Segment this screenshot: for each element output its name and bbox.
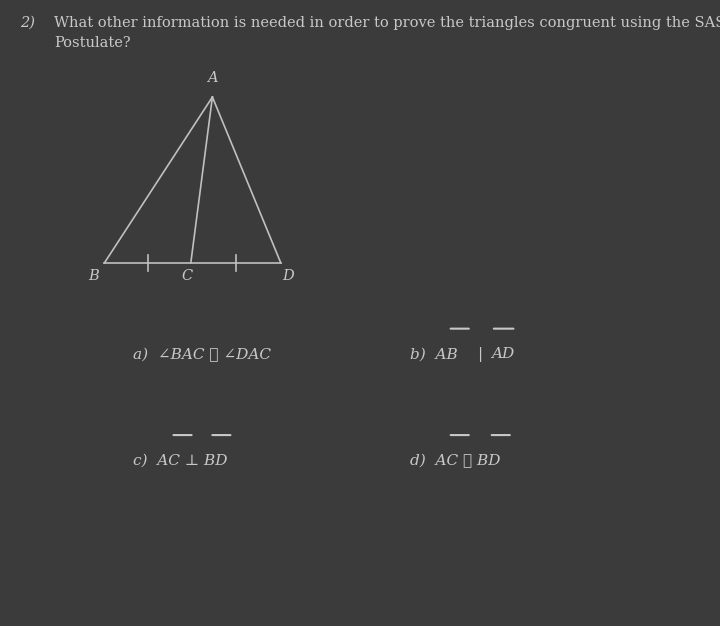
- Text: What other information is needed in order to prove the triangles congruent using: What other information is needed in orde…: [54, 16, 720, 29]
- Text: a)  ∠BAC ≅ ∠DAC: a) ∠BAC ≅ ∠DAC: [133, 347, 271, 362]
- Text: d)  AC ≅ BD: d) AC ≅ BD: [410, 454, 501, 468]
- Text: D: D: [282, 269, 294, 283]
- Text: A: A: [207, 71, 217, 85]
- Text: B: B: [89, 269, 99, 283]
- Text: b)  AB: b) AB: [410, 347, 458, 361]
- Text: C: C: [181, 269, 193, 283]
- Text: Postulate?: Postulate?: [54, 36, 130, 50]
- Text: c)  AC ⊥ BD: c) AC ⊥ BD: [133, 454, 228, 468]
- Text: AD: AD: [491, 347, 514, 361]
- Text: 2): 2): [20, 16, 35, 29]
- Text: |: |: [477, 347, 482, 362]
